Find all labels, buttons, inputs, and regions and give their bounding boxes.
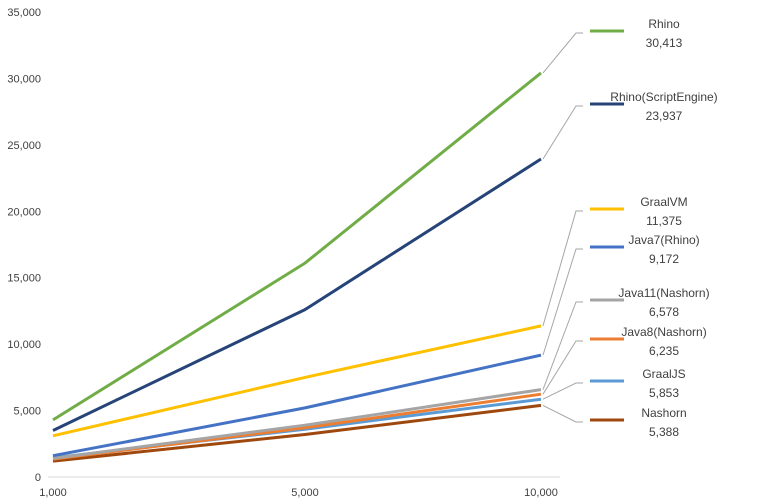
series-value-label: 5,388 [649, 425, 679, 439]
leader-line [542, 210, 583, 327]
series-value-label: 23,937 [646, 109, 683, 123]
y-tick-label: 0 [35, 472, 41, 484]
x-axis-tick-labels: 1,000 5,000 10,000 [39, 487, 558, 499]
series-line [52, 403, 542, 463]
series-value-label: 6,578 [649, 305, 679, 319]
leader-line [542, 382, 583, 400]
y-tick-label: 5,000 [13, 406, 41, 418]
y-tick-label: 30,000 [7, 73, 41, 85]
series-line [52, 324, 542, 438]
series-name-label: GraalJS [642, 367, 685, 381]
series-line [52, 388, 542, 460]
series-value-label: 5,853 [649, 386, 679, 400]
series-lines [52, 71, 542, 463]
leader-line [542, 340, 583, 395]
leader-line [542, 32, 583, 74]
series-value-label: 9,172 [649, 252, 679, 266]
series-value-label: 30,413 [646, 36, 683, 50]
x-tick-label: 10,000 [524, 487, 558, 499]
series-name-label: Rhino(ScriptEngine) [610, 90, 717, 104]
y-tick-label: 35,000 [7, 7, 41, 19]
leader-line [542, 301, 583, 390]
series-line [52, 353, 542, 458]
series-line [52, 71, 542, 422]
y-tick-label: 20,000 [7, 206, 41, 218]
leader-line [542, 404, 583, 423]
y-axis-tick-labels: 0 5,000 10,000 15,000 20,000 25,000 30,000 35,0… [7, 7, 41, 484]
series-name-label: Java8(Nashorn) [621, 325, 706, 339]
series-line [52, 157, 542, 432]
y-tick-label: 15,000 [7, 273, 41, 285]
y-tick-label: 10,000 [7, 339, 41, 351]
series-name-label: GraalVM [640, 195, 687, 209]
x-tick-label: 5,000 [291, 487, 319, 499]
leader-line [542, 105, 583, 160]
series-name-label: Rhino [648, 17, 680, 31]
x-tick-label: 1,000 [39, 487, 67, 499]
series-name-label: Java7(Rhino) [628, 233, 699, 247]
series-value-label: 6,235 [649, 344, 679, 358]
y-tick-label: 25,000 [7, 140, 41, 152]
series-callouts: Rhino 30,413 Rhino(ScriptEngine) 23,937 Graa… [542, 17, 718, 439]
leader-line [542, 248, 583, 356]
series-name-label: Java11(Nashorn) [618, 286, 709, 300]
series-value-label: 11,375 [646, 214, 682, 228]
series-name-label: Nashorn [641, 406, 686, 420]
